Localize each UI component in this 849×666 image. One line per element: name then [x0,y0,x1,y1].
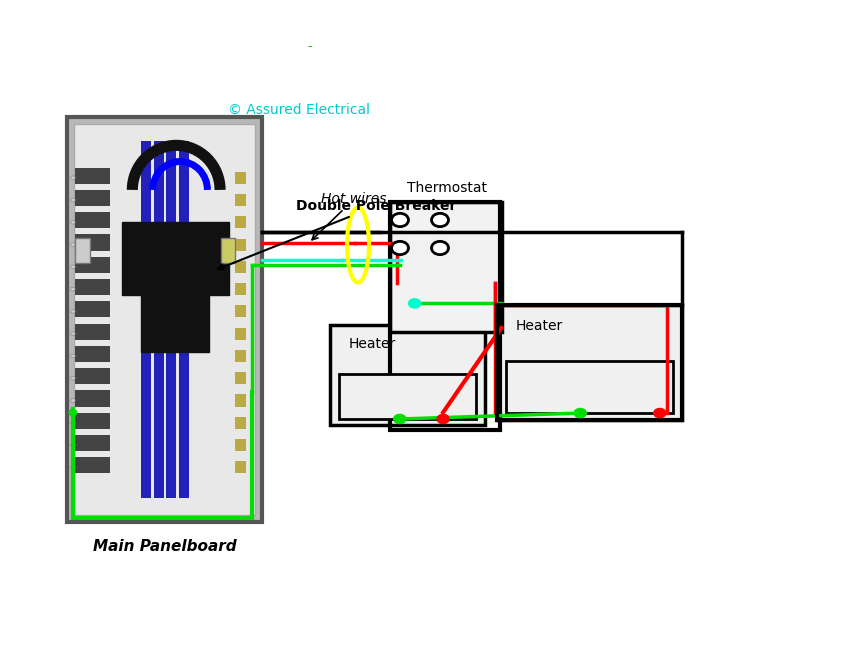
Circle shape [70,220,76,224]
Bar [141,295,210,352]
Bar [234,238,246,250]
Bar [141,141,151,498]
Circle shape [653,408,666,418]
Bar [497,305,682,420]
Text: Hot wires: Hot wires [312,192,387,240]
Bar [234,261,246,273]
Circle shape [70,332,76,336]
Bar [75,368,110,384]
Bar [340,374,475,419]
Circle shape [431,241,448,254]
Bar [234,394,246,406]
Text: Heater: Heater [349,337,396,351]
Text: Double Pole Breaker: Double Pole Breaker [218,199,456,270]
Bar [234,372,246,384]
Circle shape [70,176,76,180]
Bar [166,141,177,498]
Bar [75,346,110,362]
Text: -: - [307,41,312,53]
Bar [67,117,262,522]
Circle shape [431,213,448,226]
Circle shape [70,354,76,358]
Bar [74,124,256,515]
Circle shape [70,287,76,291]
Circle shape [391,241,408,254]
Bar [75,234,110,250]
Bar [75,324,110,340]
Circle shape [70,242,76,246]
Text: Thermostat: Thermostat [407,181,486,195]
Bar [75,390,110,406]
Bar [234,305,246,318]
Bar [179,141,188,498]
Bar [75,457,110,474]
Bar [330,325,485,425]
Bar [75,238,90,263]
Bar [234,462,246,474]
Circle shape [70,421,76,425]
Circle shape [70,198,76,202]
Bar [75,168,110,184]
Bar [234,283,246,295]
Circle shape [70,399,76,402]
Text: Main Panelboard: Main Panelboard [93,539,236,553]
Bar [75,279,110,295]
Bar [234,194,246,206]
Bar [234,350,246,362]
Circle shape [436,414,450,424]
Bar [121,222,229,295]
Bar [75,190,110,206]
Circle shape [70,265,76,268]
Circle shape [393,414,407,424]
Text: Heater: Heater [515,319,563,333]
Bar [497,305,682,420]
Bar [75,212,110,228]
Bar [234,172,246,184]
Bar [75,256,110,273]
Bar [75,413,110,429]
Circle shape [391,213,408,226]
Bar [154,141,164,498]
Circle shape [70,443,76,447]
Bar [75,301,110,318]
Bar [75,435,110,451]
Bar [390,202,500,430]
Bar [234,328,246,340]
Bar [234,216,246,228]
Circle shape [408,298,421,309]
Circle shape [70,310,76,313]
Bar [234,439,246,451]
Circle shape [70,466,76,469]
Text: © Assured Electrical: © Assured Electrical [228,103,370,117]
Circle shape [70,376,76,380]
Circle shape [573,408,587,418]
Bar [221,238,234,263]
Bar [234,417,246,429]
Bar [390,202,502,332]
Bar [506,362,672,413]
